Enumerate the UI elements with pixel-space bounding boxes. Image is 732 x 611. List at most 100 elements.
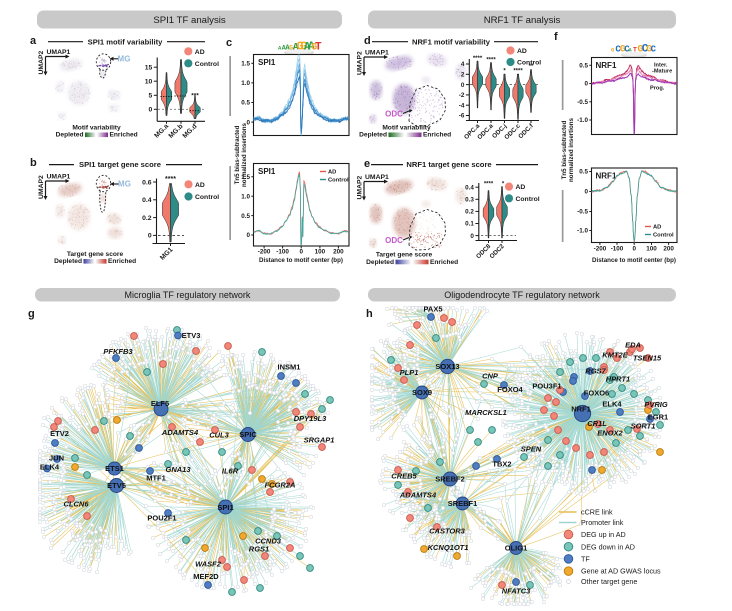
- svg-text:JUN: JUN: [49, 454, 64, 463]
- svg-text:g: g: [28, 308, 35, 320]
- svg-text:ETV2: ETV2: [50, 429, 69, 438]
- svg-text:Oligodendrocyte TF regulatory: Oligodendrocyte TF regulatory network: [444, 290, 600, 300]
- svg-text:OLIG1: OLIG1: [505, 544, 528, 553]
- svg-text:G: G: [311, 43, 317, 54]
- svg-text:AD: AD: [517, 48, 527, 55]
- svg-text:Motif variability: Motif variability: [382, 124, 431, 131]
- svg-text:ENOX2: ENOX2: [597, 429, 623, 438]
- svg-text:****: ****: [486, 58, 496, 64]
- svg-text:-1.0: -1.0: [577, 117, 588, 124]
- svg-text:c: c: [226, 37, 232, 49]
- svg-text:1.5: 1.5: [241, 61, 250, 68]
- svg-text:**: **: [529, 64, 534, 70]
- svg-text:G: G: [611, 47, 615, 54]
- svg-text:100: 100: [646, 246, 657, 253]
- svg-text:Control: Control: [653, 233, 674, 239]
- svg-text:normalized insertions: normalized insertions: [241, 122, 248, 187]
- svg-text:0.3: 0.3: [465, 197, 474, 204]
- svg-text:0: 0: [299, 249, 303, 256]
- svg-text:G: G: [300, 40, 307, 54]
- svg-text:HPRT1: HPRT1: [606, 375, 630, 384]
- svg-text:NRF1 TF analysis: NRF1 TF analysis: [484, 15, 561, 26]
- svg-text:UMAP2: UMAP2: [38, 50, 45, 74]
- svg-text:A: A: [282, 45, 286, 52]
- svg-text:C: C: [642, 44, 649, 56]
- svg-text:15: 15: [145, 65, 153, 72]
- svg-text:T: T: [633, 47, 637, 54]
- svg-text:A: A: [304, 42, 311, 54]
- svg-text:A: A: [293, 43, 299, 54]
- svg-text:Control: Control: [195, 194, 219, 201]
- svg-text:CASTOR3: CASTOR3: [429, 527, 466, 536]
- svg-text:-200: -200: [258, 249, 271, 256]
- svg-text:INSM1: INSM1: [278, 363, 301, 372]
- svg-text:G: G: [637, 45, 643, 56]
- svg-text:MG: MG: [118, 55, 131, 64]
- svg-text:KMT2E: KMT2E: [602, 351, 628, 360]
- svg-text:-100: -100: [276, 249, 289, 256]
- svg-text:EGR1: EGR1: [648, 413, 668, 422]
- svg-text:FOXO4: FOXO4: [497, 385, 523, 394]
- svg-text:0.6: 0.6: [142, 179, 152, 186]
- svg-text:0.5: 0.5: [241, 100, 250, 107]
- svg-text:MTF1: MTF1: [146, 474, 166, 483]
- svg-text:Tn5 bias-subtracted: Tn5 bias-subtracted: [234, 125, 241, 184]
- svg-text:0: 0: [632, 246, 636, 253]
- svg-text:NRF1: NRF1: [596, 172, 617, 181]
- svg-text:2: 2: [461, 72, 465, 79]
- svg-text:b: b: [30, 157, 37, 169]
- svg-text:***: ***: [191, 93, 199, 100]
- svg-text:ELF5: ELF5: [151, 399, 169, 408]
- svg-text:CREB5: CREB5: [391, 472, 417, 481]
- svg-text:AD: AD: [328, 170, 336, 176]
- svg-text:G: G: [289, 45, 293, 52]
- svg-text:UMAP1: UMAP1: [47, 174, 71, 181]
- svg-text:-100: -100: [611, 246, 624, 253]
- svg-text:e: e: [364, 158, 370, 170]
- svg-text:1.0: 1.0: [241, 80, 250, 87]
- svg-text:MARCKSL1: MARCKSL1: [465, 408, 507, 417]
- svg-text:A: A: [278, 45, 282, 52]
- svg-text:IL6R: IL6R: [222, 467, 239, 476]
- svg-text:0.5: 0.5: [241, 213, 250, 220]
- svg-text:Control: Control: [328, 178, 349, 184]
- svg-text:Enriched: Enriched: [110, 132, 138, 139]
- svg-text:Target gene score: Target gene score: [376, 252, 433, 259]
- svg-text:CR1L: CR1L: [587, 419, 607, 428]
- svg-text:0.5: 0.5: [579, 169, 588, 176]
- svg-text:TF: TF: [581, 555, 590, 564]
- svg-text:NRF1 motif variability: NRF1 motif variability: [412, 37, 491, 46]
- svg-text:Prog.: Prog.: [650, 86, 665, 92]
- svg-text:-0.5: -0.5: [577, 99, 588, 106]
- svg-text:ELK4: ELK4: [602, 400, 622, 409]
- svg-text:0: 0: [584, 189, 588, 196]
- svg-text:1.0: 1.0: [241, 193, 250, 200]
- svg-text:Enriched: Enriched: [108, 258, 136, 265]
- svg-text:10: 10: [145, 79, 153, 86]
- svg-text:0: 0: [246, 119, 250, 126]
- svg-text:SPEN: SPEN: [521, 445, 542, 454]
- svg-text:A: A: [285, 45, 290, 53]
- svg-text:TBX2: TBX2: [492, 460, 511, 469]
- svg-text:SRGAP1: SRGAP1: [304, 436, 335, 445]
- svg-text:SPI1: SPI1: [258, 167, 276, 176]
- svg-text:a: a: [30, 35, 37, 47]
- svg-text:SPI1 TF analysis: SPI1 TF analysis: [153, 15, 226, 26]
- svg-text:*: *: [502, 182, 505, 188]
- svg-text:Depleted: Depleted: [54, 258, 82, 265]
- svg-text:UMAP1: UMAP1: [365, 174, 389, 181]
- svg-text:Target gene score: Target gene score: [67, 251, 124, 258]
- svg-text:SOX9: SOX9: [412, 388, 432, 397]
- svg-text:SPI1: SPI1: [217, 503, 233, 512]
- svg-text:-Mature: -Mature: [652, 69, 672, 75]
- svg-text:SPI1 target gene score: SPI1 target gene score: [79, 160, 161, 169]
- svg-text:****: ****: [473, 56, 483, 62]
- svg-text:UMAP2: UMAP2: [357, 51, 364, 75]
- svg-text:-1.0: -1.0: [577, 228, 588, 235]
- svg-text:Control: Control: [195, 61, 219, 68]
- svg-text:Control: Control: [516, 196, 540, 203]
- svg-text:A: A: [308, 40, 316, 54]
- svg-text:0: 0: [149, 107, 153, 114]
- svg-text:-0.5: -0.5: [577, 209, 588, 216]
- svg-text:RGS7: RGS7: [585, 367, 606, 376]
